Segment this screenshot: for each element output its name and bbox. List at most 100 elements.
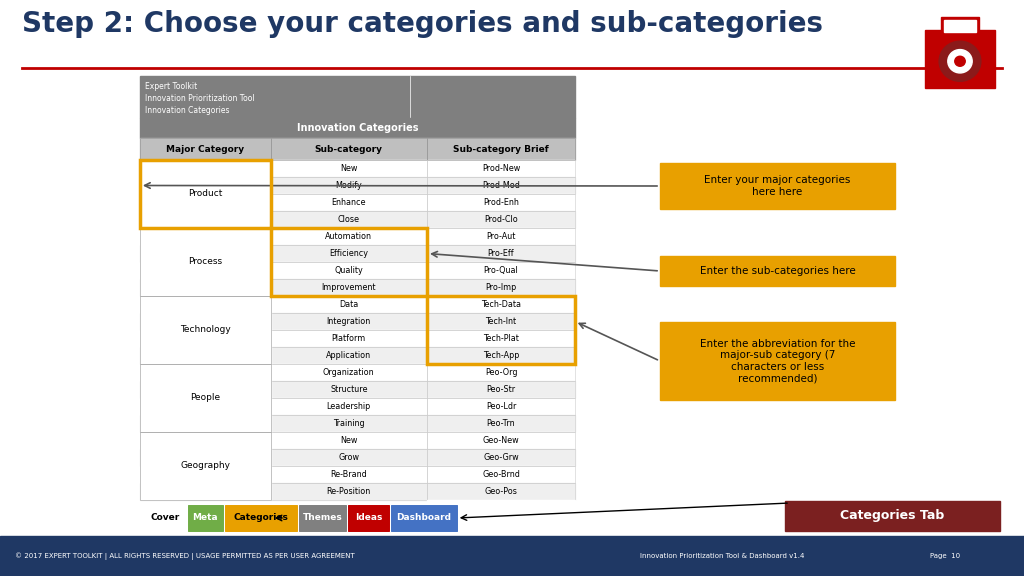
Text: Re-Brand: Re-Brand [331, 470, 368, 479]
Text: Modify: Modify [336, 181, 362, 190]
Bar [270, 194, 427, 211]
Bar [427, 347, 575, 364]
Text: Page  10: Page 10 [930, 553, 961, 559]
Bar [140, 483, 270, 500]
Bar [270, 415, 427, 432]
Bar [427, 177, 575, 194]
Text: Pro-Imp: Pro-Imp [485, 283, 517, 292]
Bar [140, 228, 270, 296]
Text: Enhance: Enhance [332, 198, 366, 207]
Bar [140, 76, 575, 118]
Text: Tech-Int: Tech-Int [485, 317, 517, 326]
Text: Innovation Categories: Innovation Categories [145, 106, 229, 115]
Bar [140, 330, 270, 347]
Bar [140, 364, 270, 381]
Bar [140, 483, 270, 500]
Text: Themes: Themes [302, 513, 342, 522]
Bar [427, 245, 575, 262]
Bar [427, 296, 575, 313]
Bar [140, 364, 270, 432]
Bar [140, 262, 270, 279]
Bar [270, 160, 427, 177]
Bar [140, 296, 270, 313]
Bar [270, 415, 427, 432]
Bar [427, 262, 575, 279]
Text: Application: Application [327, 351, 372, 360]
Text: Quality: Quality [335, 266, 364, 275]
Bar [140, 279, 270, 296]
Bar [140, 160, 270, 228]
Text: Pro-Qual: Pro-Qual [483, 266, 518, 275]
Bar [427, 211, 575, 228]
Bar [270, 432, 427, 449]
Text: Technology: Technology [180, 325, 230, 335]
Bar [427, 415, 575, 432]
Bar [270, 262, 427, 279]
Bar [140, 466, 270, 483]
Bar [348, 505, 389, 531]
Text: People: People [190, 393, 220, 403]
Bar [427, 160, 575, 177]
Text: Dashboard: Dashboard [396, 513, 452, 522]
Bar [299, 505, 346, 531]
Bar [427, 364, 575, 381]
Bar [427, 160, 575, 177]
Bar [140, 228, 270, 245]
Text: Enter the abbreviation for the
major-sub category (7
characters or less
recommen: Enter the abbreviation for the major-sub… [699, 339, 855, 384]
Text: Prod-Mod: Prod-Mod [482, 181, 520, 190]
Bar [140, 138, 270, 160]
Bar [140, 228, 270, 245]
Text: Geography: Geography [180, 461, 230, 471]
Bar [140, 296, 270, 313]
Bar [270, 211, 427, 228]
Text: Prod-Enh: Prod-Enh [483, 198, 519, 207]
Bar [270, 381, 427, 398]
Bar [140, 177, 270, 194]
Bar [140, 194, 270, 211]
Bar [427, 347, 575, 364]
Text: Platform: Platform [332, 334, 366, 343]
Circle shape [939, 41, 981, 81]
Bar [427, 177, 575, 194]
Bar [270, 177, 427, 194]
Text: Pro-Eff: Pro-Eff [487, 249, 514, 258]
Bar [427, 228, 575, 245]
Bar [140, 432, 270, 500]
Bar [270, 228, 427, 296]
Text: Innovation Prioritization Tool: Innovation Prioritization Tool [145, 94, 255, 103]
Bar [427, 449, 575, 466]
Bar [926, 29, 994, 88]
Text: Tech-App: Tech-App [483, 351, 519, 360]
Bar [427, 313, 575, 330]
Bar [140, 177, 270, 194]
Bar [270, 228, 427, 245]
Text: Geo-Grw: Geo-Grw [483, 453, 519, 462]
Bar [270, 432, 427, 449]
Bar [427, 245, 575, 262]
Bar [427, 313, 575, 330]
Text: Peo-Org: Peo-Org [484, 368, 517, 377]
Bar [140, 296, 270, 364]
Bar [660, 256, 895, 286]
Text: Step 2: Choose your categories and sub-categories: Step 2: Choose your categories and sub-c… [22, 10, 823, 38]
Text: Geo-Brnd: Geo-Brnd [482, 470, 520, 479]
Text: Major Category: Major Category [166, 145, 245, 153]
Bar [427, 432, 575, 449]
Bar [427, 279, 575, 296]
Bar [140, 160, 270, 228]
Text: Tech-Plat: Tech-Plat [483, 334, 519, 343]
Bar [140, 449, 270, 466]
Bar [270, 138, 427, 160]
Bar [140, 432, 270, 449]
Bar [270, 398, 427, 415]
Text: Close: Close [338, 215, 359, 224]
Bar [427, 228, 575, 245]
Text: Categories: Categories [233, 513, 288, 522]
Bar [944, 20, 976, 32]
Text: Innovation Categories: Innovation Categories [297, 123, 418, 133]
Bar [427, 330, 575, 347]
Bar [270, 262, 427, 279]
Bar [270, 160, 427, 177]
Bar [427, 466, 575, 483]
Bar [427, 415, 575, 432]
